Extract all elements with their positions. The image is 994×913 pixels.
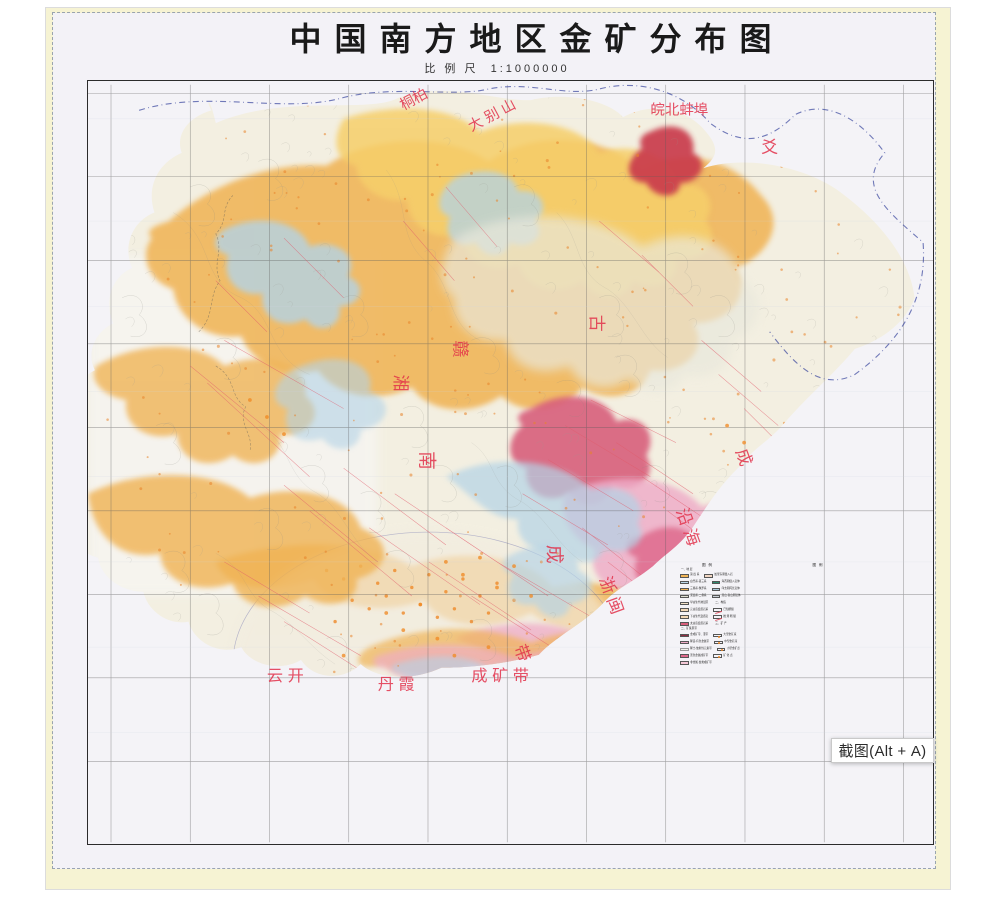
svg-text:爻: 爻: [761, 138, 778, 157]
svg-text:丹 霞: 丹 霞: [378, 676, 415, 694]
svg-text:成 矿 带: 成 矿 带: [471, 667, 529, 685]
svg-text:湘: 湘: [391, 374, 410, 391]
svg-text:赣: 赣: [450, 340, 469, 357]
svg-text:成: 成: [544, 545, 565, 564]
svg-text:云 开: 云 开: [267, 667, 304, 685]
svg-text:古: 古: [587, 315, 606, 332]
svg-text:南: 南: [416, 451, 437, 470]
svg-text:皖北蚌埠: 皖北蚌埠: [650, 101, 708, 119]
